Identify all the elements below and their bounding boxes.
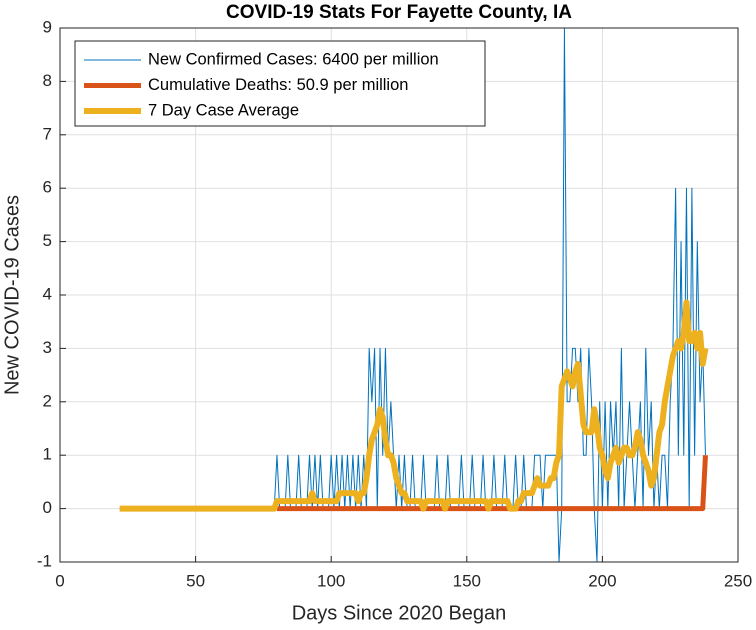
axes-box <box>59 27 739 563</box>
legend-box <box>74 40 486 127</box>
y-tick-label: 4 <box>43 284 52 303</box>
y-tick-label: -1 <box>37 551 52 570</box>
y-axis-label: New COVID-19 Cases <box>1 195 23 395</box>
x-tick-label: 0 <box>55 571 64 590</box>
x-tick-label: 50 <box>186 571 205 590</box>
legend-label: 7 Day Case Average <box>148 101 299 119</box>
y-tick-label: 9 <box>43 17 52 36</box>
chart-title: COVID-19 Stats For Fayette County, IA <box>226 2 572 23</box>
legend: New Confirmed Cases: 6400 per million Cum… <box>74 40 486 127</box>
y-tick-label: 8 <box>43 71 52 90</box>
y-tick-label: 1 <box>43 445 52 464</box>
legend-label: New Confirmed Cases: 6400 per million <box>148 50 439 68</box>
y-tick-label: 6 <box>43 178 52 197</box>
x-axis-label: Days Since 2020 Began <box>292 602 507 624</box>
lines <box>119 27 709 563</box>
series-line <box>119 299 709 512</box>
y-tick-label: 3 <box>43 338 52 357</box>
y-tick-label: 0 <box>43 498 52 517</box>
y-tick-label: 7 <box>43 124 52 143</box>
legend-label: Cumulative Deaths: 50.9 per million <box>148 76 408 94</box>
y-tick-label: 2 <box>43 391 52 410</box>
y-tick-label: 5 <box>43 231 52 250</box>
x-tick-label: 200 <box>588 571 616 590</box>
x-tick-label: 150 <box>453 571 481 590</box>
x-tick-label: 250 <box>724 571 752 590</box>
x-tick-label: 100 <box>317 571 345 590</box>
